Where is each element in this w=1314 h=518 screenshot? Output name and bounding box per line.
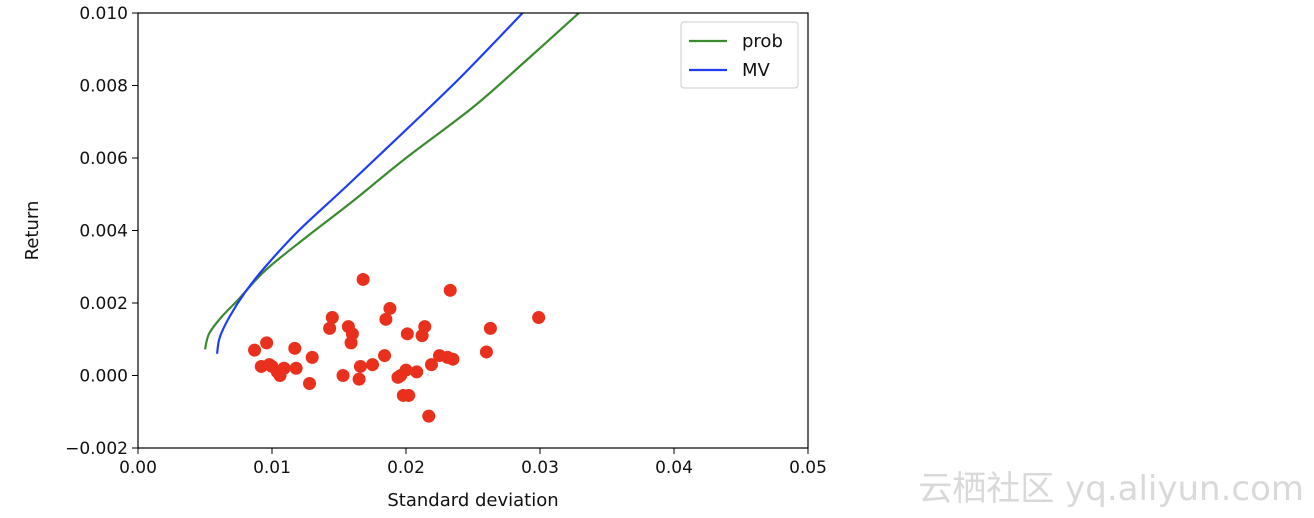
legend-box bbox=[680, 21, 799, 89]
x-tick-label: 0.00 bbox=[119, 458, 157, 478]
scatter-point bbox=[378, 349, 392, 363]
y-tick-label: 0.002 bbox=[79, 294, 128, 314]
scatter-point bbox=[288, 341, 302, 355]
scatter-point bbox=[356, 272, 370, 286]
series-line-prob bbox=[203, 13, 580, 350]
y-tick-label: 0.004 bbox=[79, 222, 128, 242]
legend: prob MV bbox=[680, 21, 799, 89]
scatter-point bbox=[443, 283, 457, 297]
scatter-point bbox=[248, 343, 262, 357]
scatter-point bbox=[352, 372, 366, 386]
legend-label-mv: MV bbox=[742, 60, 771, 81]
legend-label-prob: prob bbox=[742, 31, 783, 52]
scatter-point bbox=[353, 359, 367, 373]
x-axis-label: Standard deviation bbox=[387, 490, 558, 511]
chart-points bbox=[248, 272, 546, 423]
chart-curves bbox=[203, 13, 580, 354]
y-tick-label: 0.008 bbox=[79, 77, 128, 97]
scatter-point bbox=[483, 321, 497, 335]
series-line-mv bbox=[215, 13, 524, 354]
scatter-point bbox=[260, 336, 274, 350]
scatter-point bbox=[323, 321, 337, 335]
scatter-point bbox=[303, 376, 317, 390]
y-axis: −0.002 0.000 0.002 0.004 0.006 0.008 0.010 bbox=[65, 4, 138, 459]
scatter-point bbox=[400, 327, 414, 341]
scatter-point bbox=[424, 358, 438, 372]
y-tick-label: 0.006 bbox=[79, 149, 128, 169]
y-tick-label: 0.010 bbox=[79, 4, 128, 24]
y-axis-label: Return bbox=[22, 201, 43, 261]
scatter-point bbox=[479, 345, 493, 359]
scatter-point bbox=[336, 369, 350, 382]
scatter-point bbox=[399, 363, 413, 377]
scatter-point bbox=[289, 361, 303, 375]
y-tick-label: −0.002 bbox=[65, 439, 128, 459]
scatter-point bbox=[402, 388, 416, 402]
scatter-point bbox=[277, 361, 291, 375]
x-tick-label: 0.02 bbox=[387, 458, 425, 478]
scatter-point bbox=[410, 365, 424, 379]
y-tick-label: 0.000 bbox=[79, 367, 128, 387]
scatter-point bbox=[532, 311, 546, 324]
watermark: 云栖社区 yq.aliyun.com bbox=[918, 469, 1304, 509]
x-tick-label: 0.05 bbox=[789, 458, 827, 478]
scatter-point bbox=[379, 312, 393, 326]
scatter-point bbox=[418, 320, 432, 334]
x-tick-label: 0.03 bbox=[521, 458, 559, 478]
scatter-point bbox=[366, 358, 379, 372]
scatter-point bbox=[345, 327, 359, 341]
scatter-point bbox=[383, 301, 397, 315]
scatter-point bbox=[325, 311, 339, 324]
scatter-point bbox=[422, 409, 436, 423]
x-tick-label: 0.04 bbox=[655, 458, 693, 478]
x-axis: 0.00 0.01 0.02 0.03 0.04 0.05 bbox=[119, 448, 827, 478]
x-tick-label: 0.01 bbox=[253, 458, 291, 478]
scatter-point bbox=[305, 350, 319, 364]
scatter-point bbox=[446, 352, 460, 366]
